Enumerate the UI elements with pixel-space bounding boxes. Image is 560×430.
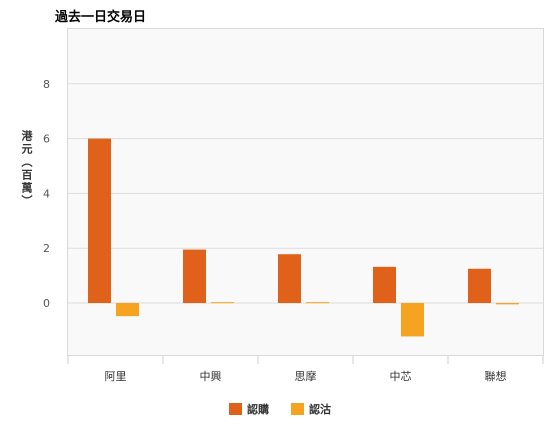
y-tick-label: 8 xyxy=(43,78,50,91)
y-tick-label: 0 xyxy=(43,297,50,310)
bar-call[interactable] xyxy=(373,266,396,303)
legend-swatch-put xyxy=(291,403,304,415)
x-tick-label: 思摩 xyxy=(295,369,317,383)
legend-item-put[interactable]: 認沽 xyxy=(291,401,331,417)
bar-put[interactable] xyxy=(116,303,139,317)
y-tick-label: 6 xyxy=(43,133,50,146)
y-tick-labels: 0 2 4 6 8 xyxy=(43,78,50,310)
y-tick-label: 4 xyxy=(43,187,50,200)
bar-put[interactable] xyxy=(306,302,329,304)
y-axis-label: 港元（百萬） xyxy=(20,130,33,208)
x-tick-label: 阿里 xyxy=(105,370,127,383)
bar-put[interactable] xyxy=(211,302,234,304)
x-tick-label: 中興 xyxy=(200,370,222,383)
legend-label-call: 認購 xyxy=(247,403,269,416)
y-tick-label: 2 xyxy=(43,242,50,255)
x-tick-labels: 阿里 中興 思摩 中芯 聯想 xyxy=(67,356,544,383)
bar-call[interactable] xyxy=(468,268,491,303)
legend-item-call[interactable]: 認購 xyxy=(229,401,269,417)
legend-swatch-call xyxy=(229,403,242,415)
x-tick-label: 聯想 xyxy=(485,369,507,383)
legend: 認購 認沽 xyxy=(0,401,560,417)
bar-put[interactable] xyxy=(401,303,424,337)
x-tick-label: 中芯 xyxy=(390,369,412,383)
bar-call[interactable] xyxy=(88,138,111,303)
bar-put[interactable] xyxy=(496,303,519,305)
bar-call[interactable] xyxy=(183,249,206,303)
legend-label-put: 認沽 xyxy=(309,403,331,416)
chart-title: 過去一日交易日 xyxy=(55,10,147,25)
bars xyxy=(88,138,519,337)
plot-area xyxy=(67,28,544,356)
gridlines xyxy=(68,83,543,304)
bar-call[interactable] xyxy=(278,254,301,303)
